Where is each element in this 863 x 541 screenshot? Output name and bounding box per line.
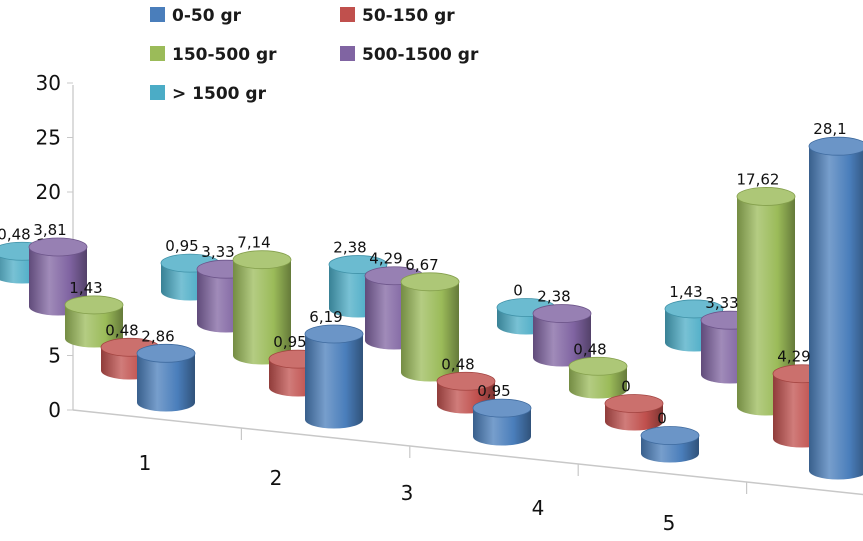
legend-label: 0-50 gr xyxy=(172,6,242,26)
x-axis-line xyxy=(72,409,863,496)
data-label: 0,48 xyxy=(105,321,138,339)
bar-150-500-gr-cat-2 xyxy=(232,250,292,365)
bar-0-50-gr-cat-1 xyxy=(136,343,196,412)
bar-0-50-gr-cat-3 xyxy=(472,398,532,446)
data-label: 0 xyxy=(621,378,631,396)
bar-cap xyxy=(28,237,88,257)
x-axis: 1 2 3 4 5 xyxy=(139,451,676,535)
data-label: 1,43 xyxy=(669,283,702,301)
bar-cap xyxy=(604,394,664,413)
legend-item: 150-500 gr xyxy=(150,45,277,65)
x-tick-label: 2 xyxy=(270,466,283,490)
y-tick-label: 20 xyxy=(36,180,61,204)
data-label: 0,48 xyxy=(0,225,31,243)
x-tick-label: 3 xyxy=(401,481,414,505)
data-label: 0,95 xyxy=(165,237,198,255)
bar-cap xyxy=(736,187,796,206)
legend-swatch xyxy=(340,7,355,22)
bar-cap xyxy=(568,356,628,376)
data-label: 6,19 xyxy=(309,308,342,326)
bar-0-50-gr-cat-2 xyxy=(304,324,364,429)
bar-cap xyxy=(64,295,124,315)
data-label: 0,48 xyxy=(441,355,474,373)
bar-cap xyxy=(328,255,388,274)
data-label: 0,48 xyxy=(573,340,606,358)
data-label: 0,95 xyxy=(273,333,306,351)
data-label: 0,95 xyxy=(477,382,510,400)
x-tick-label: 4 xyxy=(532,496,545,520)
bar-body xyxy=(533,313,591,367)
data-label: 7,14 xyxy=(237,234,270,252)
bar-body xyxy=(233,259,291,365)
x-tick-label: 1 xyxy=(139,451,152,475)
legend-label: > 1500 gr xyxy=(172,84,267,104)
x-tick-label: 5 xyxy=(663,511,676,535)
data-label: 0 xyxy=(657,410,667,428)
bar-body xyxy=(305,334,363,429)
bar-body xyxy=(401,281,459,382)
bar-0-50-gr-cat-5 xyxy=(808,136,863,480)
data-label: 3,33 xyxy=(201,243,234,261)
bar-cap xyxy=(472,398,532,418)
bar-cap xyxy=(232,250,292,270)
bar-150-500-gr-cat-5 xyxy=(736,187,796,416)
y-tick-label: 30 xyxy=(36,71,61,95)
bar-cap xyxy=(808,136,863,156)
data-labels: 0,480,95 2,380 1,433,813,33 4,292,38 3,331,4… xyxy=(0,120,847,427)
bar-body xyxy=(65,304,123,348)
legend-item: 50-150 gr xyxy=(340,6,455,26)
data-label: 1,43 xyxy=(69,279,102,297)
data-label: 3,81 xyxy=(33,221,66,239)
y-tick-label: 5 xyxy=(48,344,61,368)
legend-label: 50-150 gr xyxy=(362,6,455,26)
legend-swatch xyxy=(150,46,165,61)
legend: 0-50 gr 50-150 gr 150-500 gr 500-1500 gr > 1… xyxy=(150,6,479,104)
data-label: 4,29 xyxy=(777,348,810,366)
y-tick-label: 25 xyxy=(36,126,61,150)
bar-cap xyxy=(436,371,496,391)
bar-cap xyxy=(304,324,364,344)
legend-item: > 1500 gr xyxy=(150,84,267,104)
bar-500-1500-gr-cat-4 xyxy=(532,304,592,367)
plot-area xyxy=(0,136,863,480)
legend-item: 0-50 gr xyxy=(150,6,242,26)
bar-body xyxy=(737,196,795,416)
data-label: 4,29 xyxy=(369,250,402,268)
bar-cap xyxy=(400,272,460,292)
legend-label: 500-1500 gr xyxy=(362,45,479,65)
bar-body xyxy=(809,146,863,480)
bar-150-500-gr-cat-3 xyxy=(400,272,460,382)
bar-150-500-gr-cat-4 xyxy=(568,356,628,399)
data-label: 3,33 xyxy=(705,294,738,312)
data-label: 0 xyxy=(513,282,523,300)
bar-cap xyxy=(664,299,724,319)
bar-150-500-gr-cat-1 xyxy=(64,295,124,348)
y-tick-label: 0 xyxy=(48,398,61,422)
bar-cap xyxy=(532,304,592,323)
legend-swatch xyxy=(340,46,355,61)
data-label: 2,86 xyxy=(141,327,174,345)
bar-body xyxy=(473,408,531,446)
data-label: 17,62 xyxy=(737,170,780,188)
data-label: 6,67 xyxy=(405,256,438,274)
bar-50-150-gr-cat-4 xyxy=(604,394,664,431)
data-label: 2,38 xyxy=(537,288,570,306)
legend-swatch xyxy=(150,7,165,22)
bar-cap xyxy=(136,343,196,363)
bar-cap xyxy=(640,426,700,445)
legend-label: 150-500 gr xyxy=(172,45,277,65)
legend-item: 500-1500 gr xyxy=(340,45,479,65)
bar-0-50-gr-cat-4 xyxy=(640,426,700,463)
legend-swatch xyxy=(150,85,165,100)
bar-body xyxy=(137,353,195,412)
bar-500-1500-gr-cat-1 xyxy=(28,237,88,316)
data-label: 2,38 xyxy=(333,239,366,257)
bar-body xyxy=(29,246,87,316)
data-label: 28,1 xyxy=(813,120,846,138)
